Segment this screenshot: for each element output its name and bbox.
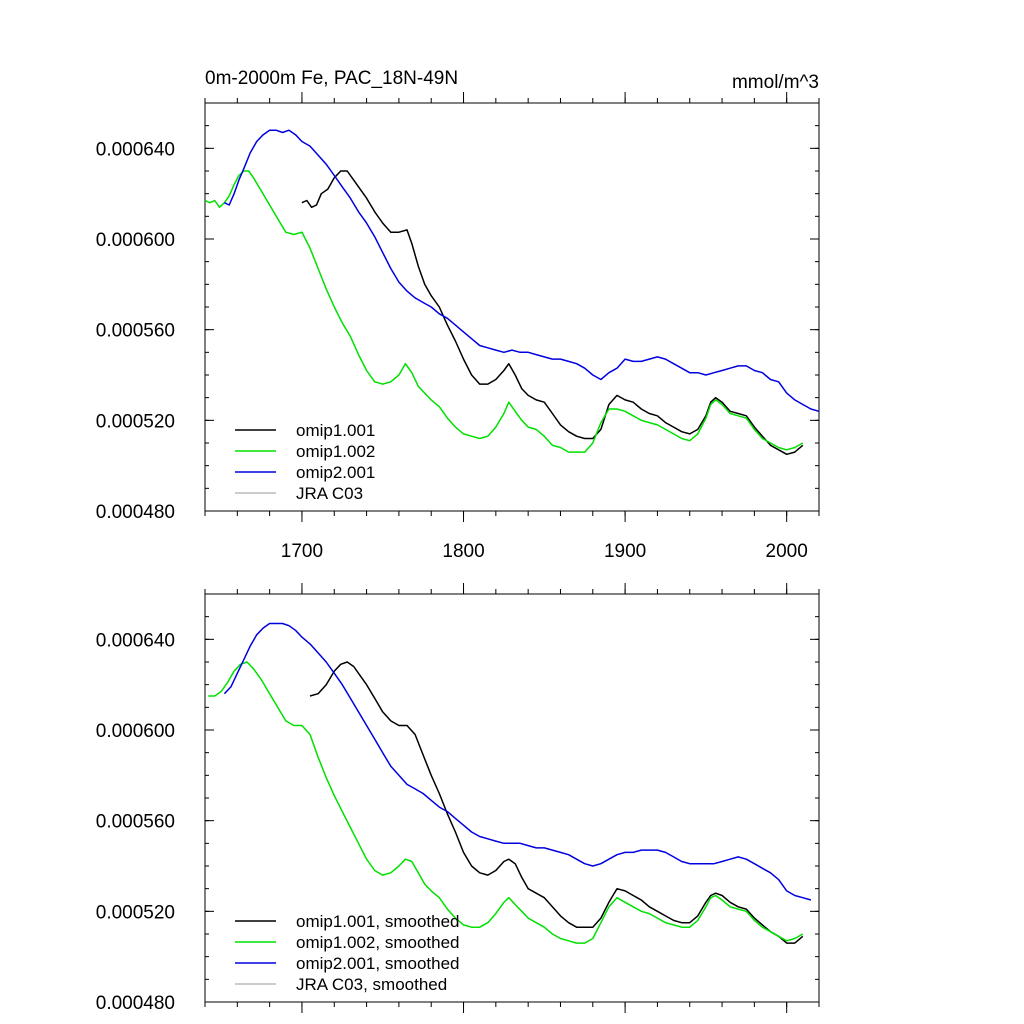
series-line bbox=[301, 170, 804, 456]
y-tick-label: 0.000600 bbox=[96, 230, 175, 251]
legend: omip1.001 omip1.002 omip2.001 JRA C03 bbox=[235, 421, 375, 503]
series-line bbox=[223, 622, 812, 901]
y-tick-label: 0.000560 bbox=[96, 321, 175, 342]
y-tick-label: 0.000640 bbox=[96, 139, 175, 160]
legend-label: omip1.001, smoothed bbox=[296, 912, 460, 931]
chart-title: 0m-2000m Fe, PAC_18N-49N bbox=[205, 68, 458, 89]
legend-label: JRA C03, smoothed bbox=[296, 975, 447, 994]
y-tick-label: 0.000600 bbox=[96, 721, 175, 742]
y-tick-label: 0.000520 bbox=[96, 902, 175, 923]
x-tick-label: 1800 bbox=[442, 541, 484, 562]
legend: omip1.001, smoothed omip1.002, smoothed om… bbox=[235, 912, 460, 994]
y-tick-label: 0.000560 bbox=[96, 812, 175, 833]
x-tick-label: 1700 bbox=[281, 541, 323, 562]
legend-label: omip1.002, smoothed bbox=[296, 933, 460, 952]
x-tick-label: 1900 bbox=[604, 541, 646, 562]
y-tick-label: 0.000480 bbox=[96, 993, 175, 1014]
units-label: mmol/m^3 bbox=[732, 72, 819, 93]
series-line bbox=[224, 129, 820, 413]
legend-label: omip2.001 bbox=[296, 463, 375, 482]
y-tick-label: 0.000480 bbox=[96, 502, 175, 523]
x-tick-label: 2000 bbox=[766, 541, 808, 562]
legend-label: omip2.001, smoothed bbox=[296, 954, 460, 973]
series-line bbox=[208, 661, 804, 944]
top-panel: 0m-2000m Fe, PAC_18N-49N mmol/m^3 0.0004… bbox=[96, 68, 820, 562]
series-line bbox=[204, 170, 804, 453]
y-tick-label: 0.000640 bbox=[96, 630, 175, 651]
legend-label: omip1.001 bbox=[296, 421, 375, 440]
legend-label: omip1.002 bbox=[296, 442, 375, 461]
series-line bbox=[309, 661, 804, 944]
y-tick-label: 0.000520 bbox=[96, 411, 175, 432]
legend-label: JRA C03 bbox=[296, 484, 363, 503]
bottom-panel: 0.000480 0.000520 0.000560 0.000600 0.000640… bbox=[96, 583, 820, 1014]
